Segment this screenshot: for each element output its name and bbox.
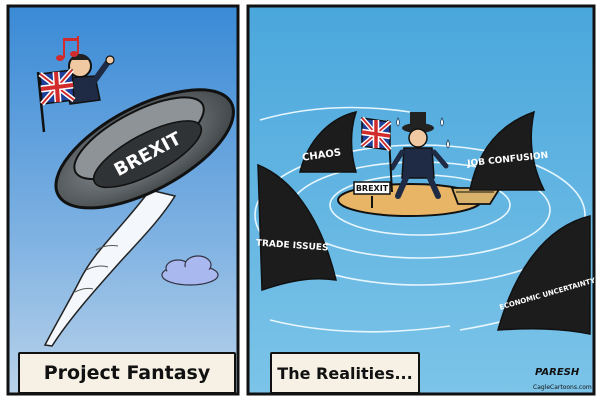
brexit-sign: BREXIT [353,181,391,208]
flying-saucer: BREXIT [54,88,235,210]
shark-fin-icon: JOB CONFUSION [466,110,549,191]
union-jack-flag-icon [360,116,393,193]
stranded-man-figure [389,112,449,199]
left-panel: BREXIT [6,4,240,396]
trail-lines [74,245,119,293]
site-credit: CagleCartoons.com [533,384,592,391]
fin-trade-issues [257,163,337,292]
shark-fin-icon: CHAOS [299,110,358,173]
caption-project-fantasy: Project Fantasy [18,352,236,394]
fin-chaos [299,110,358,173]
fin-job-confusion [469,110,546,191]
caption-the-realities: The Realities... [270,352,420,394]
shark-fin-icon: TRADE ISSUES [256,163,337,292]
sign-label: BREXIT [356,184,389,193]
tornado-trail [43,189,177,347]
artist-signature: PARESH [535,367,580,378]
cloud-icon [161,255,219,286]
fin-label-chaos: CHAOS [301,147,341,163]
sweat-drop-icon [396,117,450,149]
music-note-icon [56,36,79,61]
right-panel: BREXIT CHAOS [246,4,597,396]
fin-economic-uncertainty [496,215,591,335]
union-jack-flag-icon [36,68,76,133]
